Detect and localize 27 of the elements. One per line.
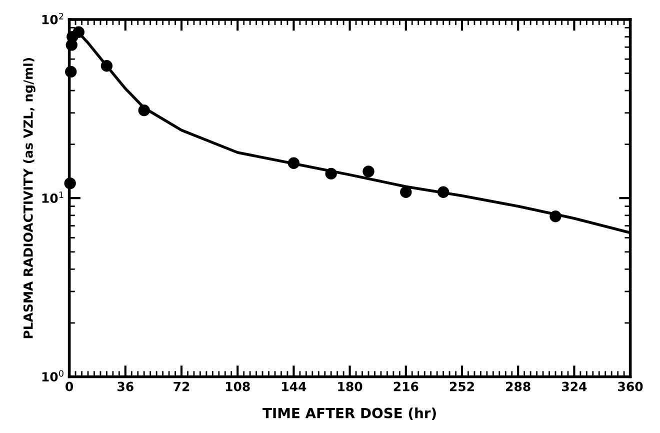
y-tick-label: 10$^{1}$ (42, 192, 64, 203)
x-tick-label: 288 (506, 382, 530, 392)
point (437, 186, 450, 198)
x-tick-label: 216 (394, 382, 418, 392)
x-tick-label: 180 (338, 382, 362, 392)
x-tick-label: 144 (282, 382, 306, 392)
point (550, 210, 562, 222)
point (65, 66, 77, 78)
x-tick-label: 72 (174, 382, 190, 392)
point (64, 177, 76, 190)
y-axis-title: PLASMA RADIOACTIVITY (as VZL, ng/ml) (23, 58, 36, 338)
x-axis-title: TIME AFTER DOSE (hr) (262, 408, 436, 420)
x-tick-label: 0 (66, 382, 74, 392)
x-tick-label: 252 (450, 382, 474, 392)
point (138, 104, 150, 116)
point (400, 186, 412, 198)
y-tick-label: 10$^{2}$ (42, 12, 64, 24)
x-tick-label: 324 (562, 382, 587, 392)
point (72, 26, 84, 38)
point (362, 166, 374, 178)
point (325, 168, 337, 180)
point (288, 157, 300, 169)
x-tick-label: 360 (618, 382, 643, 392)
x-tick-label: 108 (226, 382, 250, 392)
y-tick-label: 10$^{0}$ (42, 370, 64, 382)
point (100, 60, 113, 72)
x-tick-label: 36 (118, 382, 134, 392)
